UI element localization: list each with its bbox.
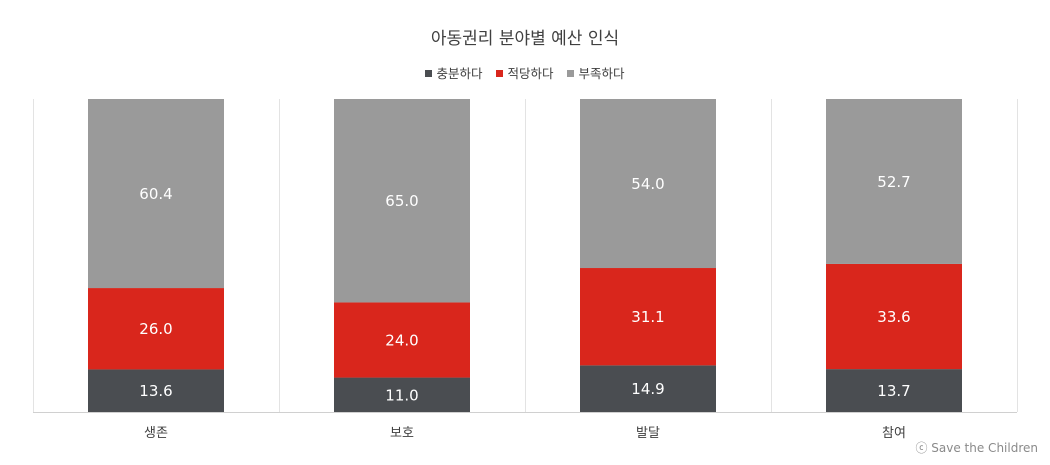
data-label: 24.0 xyxy=(385,332,418,350)
bar-segment xyxy=(580,365,716,412)
data-label: 65.0 xyxy=(385,192,418,210)
bar-segment xyxy=(88,288,224,370)
legend-label: 충분하다 xyxy=(436,66,483,81)
x-tick-label: 발달 xyxy=(636,426,660,441)
legend-swatch xyxy=(496,70,504,77)
data-label: 26.0 xyxy=(139,320,172,338)
legend: 충분하다 적당하다 부족하다 xyxy=(0,63,1050,82)
data-label: 52.7 xyxy=(877,173,910,191)
legend-item-sufficient: 충분하다 xyxy=(425,63,483,82)
legend-swatch xyxy=(567,70,575,77)
chart-title: 아동권리 분야별 예산 인식 xyxy=(430,29,620,49)
bar-segment xyxy=(334,377,470,412)
data-label: 31.1 xyxy=(631,308,664,326)
legend-label: 부족하다 xyxy=(578,66,625,81)
bar-segment xyxy=(580,99,716,269)
bar-segment xyxy=(88,99,224,289)
data-label: 11.0 xyxy=(385,386,418,404)
data-label: 60.4 xyxy=(139,185,172,203)
legend-item-adequate: 적당하다 xyxy=(496,63,554,82)
bar-segment xyxy=(826,99,962,264)
data-label: 13.6 xyxy=(139,382,172,400)
data-label: 14.9 xyxy=(631,380,664,398)
x-tick-label: 보호 xyxy=(390,426,414,441)
bar-segment xyxy=(334,302,470,378)
bar-segment xyxy=(580,268,716,366)
data-label: 13.7 xyxy=(877,382,910,400)
bar-segment xyxy=(826,369,962,412)
data-label: 33.6 xyxy=(877,308,910,326)
credit-text: ⓒ Save the Children xyxy=(915,441,1038,455)
data-label: 54.0 xyxy=(631,175,664,193)
bar-segment xyxy=(334,99,470,303)
legend-swatch xyxy=(425,70,433,77)
legend-item-insufficient: 부족하다 xyxy=(567,63,625,82)
legend-label: 적당하다 xyxy=(507,66,554,81)
bar-segment xyxy=(88,369,224,412)
x-tick-label: 참여 xyxy=(882,426,906,441)
bar-segment xyxy=(826,263,962,370)
x-tick-label: 생존 xyxy=(144,426,168,441)
